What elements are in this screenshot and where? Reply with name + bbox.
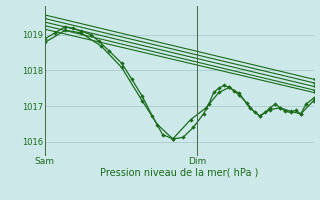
X-axis label: Pression niveau de la mer( hPa ): Pression niveau de la mer( hPa ) (100, 168, 258, 178)
